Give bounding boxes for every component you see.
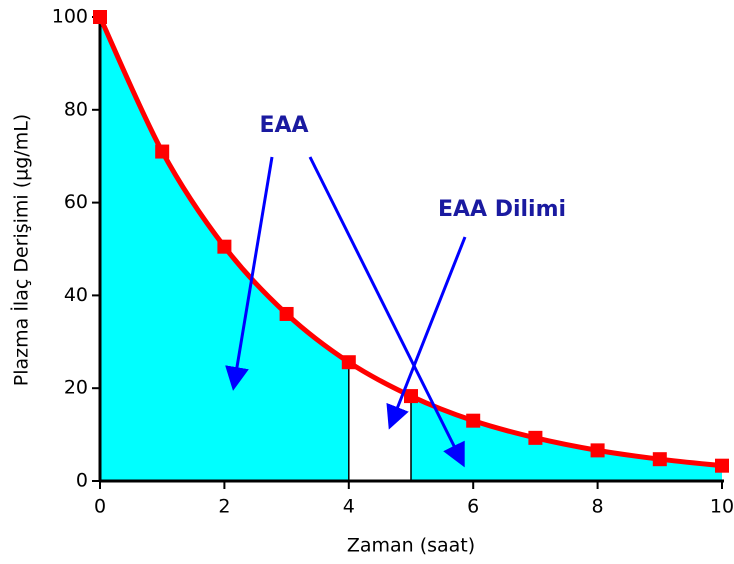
marker: [466, 413, 481, 428]
marker: [528, 430, 543, 445]
x-tick-label: 2: [218, 496, 230, 518]
arrow: [225, 156, 274, 391]
y-tick-label: 60: [64, 191, 88, 213]
marker: [217, 239, 232, 254]
annotation: EAA: [259, 113, 308, 138]
arrow: [386, 236, 467, 430]
y-tick-label: 0: [76, 470, 88, 492]
marker: [341, 355, 356, 370]
y-tick-label: 100: [52, 6, 88, 28]
x-tick-label: 0: [94, 496, 106, 518]
x-tick-label: 6: [467, 496, 479, 518]
marker: [93, 10, 107, 24]
marker: [404, 389, 418, 404]
y-tick-label: 40: [64, 284, 88, 306]
arrow: [308, 156, 465, 468]
x-tick-label: 10: [710, 496, 734, 518]
x-tick-label: 4: [343, 496, 355, 518]
annotation: EAA Dilimi: [438, 197, 566, 222]
x-axis-label: Zaman (saat): [347, 535, 475, 557]
marker: [652, 452, 667, 467]
y-tick-label: 20: [64, 377, 88, 399]
y-tick-label: 80: [64, 98, 88, 120]
marker: [590, 443, 605, 458]
marker: [279, 306, 294, 321]
plot-area: 0 20 40 60 80 100 0 2 4 6 8 10: [52, 6, 734, 518]
marker: [715, 458, 729, 473]
y-axis-label: Plazma İlaç Derişimi (µg/mL): [10, 114, 33, 386]
arrows: [225, 156, 467, 468]
x-tick-label: 8: [592, 496, 604, 518]
area-fill: [411, 396, 722, 481]
marker: [155, 144, 170, 159]
